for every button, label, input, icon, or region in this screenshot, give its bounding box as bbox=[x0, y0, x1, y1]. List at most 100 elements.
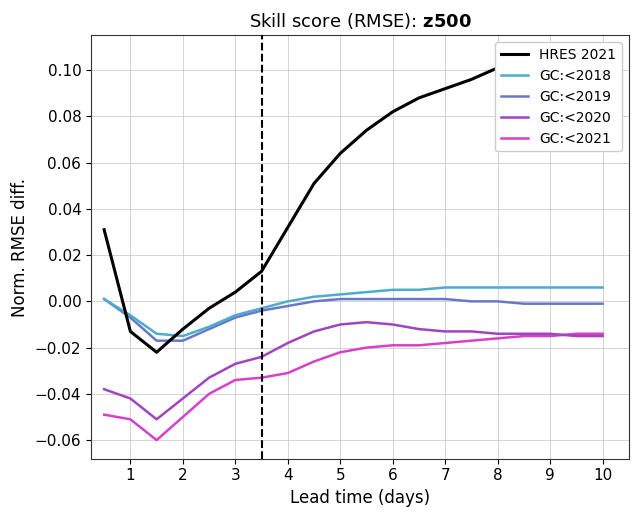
HRES 2021 bbox=[179, 326, 187, 332]
HRES 2021 bbox=[100, 226, 108, 233]
Line: HRES 2021: HRES 2021 bbox=[104, 63, 603, 352]
GC:<2020 bbox=[284, 340, 292, 346]
GC:<2020 bbox=[153, 416, 161, 422]
GC:<2021 bbox=[547, 333, 554, 339]
GC:<2020 bbox=[179, 395, 187, 401]
HRES 2021 bbox=[494, 65, 502, 71]
GC:<2019 bbox=[205, 326, 213, 332]
GC:<2018 bbox=[127, 312, 134, 319]
GC:<2021 bbox=[258, 375, 266, 381]
GC:<2020 bbox=[547, 330, 554, 337]
GC:<2021 bbox=[494, 335, 502, 341]
GC:<2021 bbox=[205, 391, 213, 397]
GC:<2021 bbox=[415, 342, 423, 349]
HRES 2021 bbox=[284, 224, 292, 231]
GC:<2018 bbox=[310, 294, 318, 300]
HRES 2021 bbox=[547, 60, 554, 66]
GC:<2021 bbox=[179, 414, 187, 420]
GC:<2019 bbox=[442, 296, 449, 302]
GC:<2021 bbox=[337, 349, 344, 355]
GC:<2018 bbox=[573, 284, 580, 291]
HRES 2021 bbox=[468, 76, 476, 82]
GC:<2019 bbox=[310, 298, 318, 305]
GC:<2019 bbox=[179, 338, 187, 344]
GC:<2020 bbox=[599, 333, 607, 339]
HRES 2021 bbox=[415, 95, 423, 101]
GC:<2021 bbox=[363, 344, 371, 351]
HRES 2021 bbox=[389, 109, 397, 115]
HRES 2021 bbox=[153, 349, 161, 355]
GC:<2018 bbox=[363, 289, 371, 295]
GC:<2018 bbox=[232, 312, 239, 319]
GC:<2021 bbox=[599, 330, 607, 337]
GC:<2021 bbox=[573, 330, 580, 337]
GC:<2018 bbox=[179, 333, 187, 339]
GC:<2020 bbox=[100, 386, 108, 392]
GC:<2018 bbox=[442, 284, 449, 291]
GC:<2018 bbox=[389, 286, 397, 293]
GC:<2019 bbox=[337, 296, 344, 302]
GC:<2018 bbox=[205, 324, 213, 330]
HRES 2021 bbox=[127, 328, 134, 335]
GC:<2021 bbox=[442, 340, 449, 346]
GC:<2020 bbox=[232, 361, 239, 367]
GC:<2021 bbox=[389, 342, 397, 349]
GC:<2019 bbox=[599, 300, 607, 307]
GC:<2021 bbox=[127, 416, 134, 422]
GC:<2019 bbox=[494, 298, 502, 305]
GC:<2018 bbox=[494, 284, 502, 291]
GC:<2018 bbox=[599, 284, 607, 291]
GC:<2021 bbox=[232, 377, 239, 383]
GC:<2018 bbox=[547, 284, 554, 291]
HRES 2021 bbox=[205, 305, 213, 311]
GC:<2019 bbox=[520, 300, 528, 307]
GC:<2020 bbox=[573, 333, 580, 339]
Line: GC:<2018: GC:<2018 bbox=[104, 287, 603, 336]
HRES 2021 bbox=[573, 69, 580, 76]
GC:<2019 bbox=[573, 300, 580, 307]
GC:<2021 bbox=[284, 370, 292, 376]
GC:<2021 bbox=[520, 333, 528, 339]
GC:<2020 bbox=[258, 354, 266, 360]
Line: GC:<2019: GC:<2019 bbox=[104, 299, 603, 341]
GC:<2020 bbox=[415, 326, 423, 332]
Line: GC:<2020: GC:<2020 bbox=[104, 322, 603, 419]
GC:<2019 bbox=[389, 296, 397, 302]
Legend: HRES 2021, GC:<2018, GC:<2019, GC:<2020, GC:<2021: HRES 2021, GC:<2018, GC:<2019, GC:<2020,… bbox=[495, 42, 622, 151]
GC:<2020 bbox=[389, 321, 397, 327]
HRES 2021 bbox=[599, 81, 607, 87]
X-axis label: Lead time (days): Lead time (days) bbox=[290, 489, 430, 507]
HRES 2021 bbox=[337, 150, 344, 156]
GC:<2020 bbox=[310, 328, 318, 335]
HRES 2021 bbox=[363, 127, 371, 133]
GC:<2019 bbox=[284, 303, 292, 309]
GC:<2020 bbox=[337, 321, 344, 327]
GC:<2018 bbox=[153, 330, 161, 337]
GC:<2019 bbox=[232, 314, 239, 321]
GC:<2018 bbox=[468, 284, 476, 291]
GC:<2018 bbox=[520, 284, 528, 291]
GC:<2021 bbox=[468, 338, 476, 344]
GC:<2018 bbox=[415, 286, 423, 293]
Title: Skill score (RMSE): $\bf{z500}$: Skill score (RMSE): $\bf{z500}$ bbox=[248, 11, 472, 31]
GC:<2020 bbox=[468, 328, 476, 335]
GC:<2019 bbox=[127, 314, 134, 321]
GC:<2020 bbox=[363, 319, 371, 325]
HRES 2021 bbox=[310, 180, 318, 186]
GC:<2019 bbox=[363, 296, 371, 302]
GC:<2021 bbox=[100, 412, 108, 418]
GC:<2020 bbox=[127, 395, 134, 401]
GC:<2019 bbox=[547, 300, 554, 307]
GC:<2018 bbox=[337, 291, 344, 297]
HRES 2021 bbox=[520, 60, 528, 66]
GC:<2020 bbox=[205, 375, 213, 381]
GC:<2019 bbox=[100, 296, 108, 302]
GC:<2018 bbox=[258, 305, 266, 311]
GC:<2020 bbox=[442, 328, 449, 335]
Line: GC:<2021: GC:<2021 bbox=[104, 334, 603, 440]
GC:<2019 bbox=[415, 296, 423, 302]
HRES 2021 bbox=[232, 289, 239, 295]
GC:<2019 bbox=[468, 298, 476, 305]
GC:<2020 bbox=[494, 330, 502, 337]
GC:<2019 bbox=[153, 338, 161, 344]
